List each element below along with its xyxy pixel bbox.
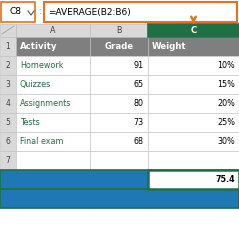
Bar [148, 189, 239, 208]
Text: 6: 6 [5, 137, 11, 146]
Bar [0, 94, 16, 113]
Bar [0, 37, 16, 56]
Text: Weighted average: Weighted average [20, 194, 103, 203]
Text: 10%: 10% [217, 61, 235, 70]
Text: 4: 4 [5, 99, 11, 108]
Bar [16, 94, 90, 113]
Text: 1: 1 [6, 42, 10, 51]
Bar [148, 75, 239, 94]
Text: =AVERAGE(B2:B6): =AVERAGE(B2:B6) [48, 8, 131, 16]
Bar [90, 56, 148, 75]
Bar [0, 75, 16, 94]
Bar [90, 113, 148, 132]
Bar [148, 132, 239, 151]
Text: 3: 3 [5, 80, 11, 89]
Text: B: B [116, 26, 122, 35]
Text: 73: 73 [134, 118, 144, 127]
Text: 80: 80 [134, 99, 144, 108]
Bar [0, 132, 16, 151]
Text: C: C [190, 26, 197, 35]
Text: Assignments: Assignments [20, 99, 71, 108]
Bar [148, 94, 239, 113]
Text: 2: 2 [6, 61, 10, 70]
Text: Final exam: Final exam [20, 137, 64, 146]
Text: Normal average: Normal average [20, 175, 92, 184]
Bar [16, 75, 90, 94]
Bar [90, 170, 148, 189]
Bar [148, 170, 239, 189]
Text: 30%: 30% [217, 137, 235, 146]
Bar [0, 56, 16, 75]
Bar [44, 2, 237, 22]
Bar [16, 151, 90, 170]
Text: A: A [50, 26, 56, 35]
Bar [16, 24, 90, 37]
Text: :: : [38, 8, 40, 16]
Bar [90, 132, 148, 151]
Bar [0, 189, 239, 208]
Bar [16, 132, 90, 151]
Bar [0, 151, 16, 170]
Bar [0, 113, 16, 132]
Bar [16, 56, 90, 75]
Bar [90, 37, 148, 56]
Bar [148, 56, 239, 75]
Bar [16, 170, 90, 189]
Text: Quizzes: Quizzes [20, 80, 51, 89]
Text: 65: 65 [134, 80, 144, 89]
Bar [90, 24, 148, 37]
Bar [148, 151, 239, 170]
Bar [148, 37, 239, 56]
Bar [0, 24, 16, 37]
Bar [1, 2, 35, 22]
Bar [148, 113, 239, 132]
Text: 5: 5 [5, 118, 11, 127]
Text: 75.4: 75.4 [215, 175, 235, 184]
Text: 91: 91 [134, 61, 144, 70]
Text: 8: 8 [6, 175, 10, 184]
Text: 7: 7 [5, 156, 11, 165]
Bar [148, 24, 239, 37]
Text: 9: 9 [5, 194, 11, 203]
Bar [90, 151, 148, 170]
Text: Homework: Homework [20, 61, 64, 70]
Bar [0, 170, 16, 189]
Text: C8: C8 [10, 8, 22, 16]
Text: Tests: Tests [20, 118, 40, 127]
Text: 68: 68 [134, 137, 144, 146]
Text: ??: ?? [152, 194, 161, 203]
Bar [16, 37, 90, 56]
Text: 15%: 15% [217, 80, 235, 89]
Bar [148, 170, 239, 189]
Bar [90, 75, 148, 94]
Text: Grade: Grade [104, 42, 134, 51]
Bar [90, 189, 148, 208]
Bar [0, 170, 239, 189]
Bar [90, 94, 148, 113]
Text: 75.4: 75.4 [215, 175, 235, 184]
Bar [0, 189, 16, 208]
Bar [16, 189, 90, 208]
Text: 20%: 20% [217, 99, 235, 108]
Text: Weight: Weight [152, 42, 187, 51]
Bar [16, 113, 90, 132]
Text: 25%: 25% [217, 118, 235, 127]
Text: Activity: Activity [20, 42, 58, 51]
